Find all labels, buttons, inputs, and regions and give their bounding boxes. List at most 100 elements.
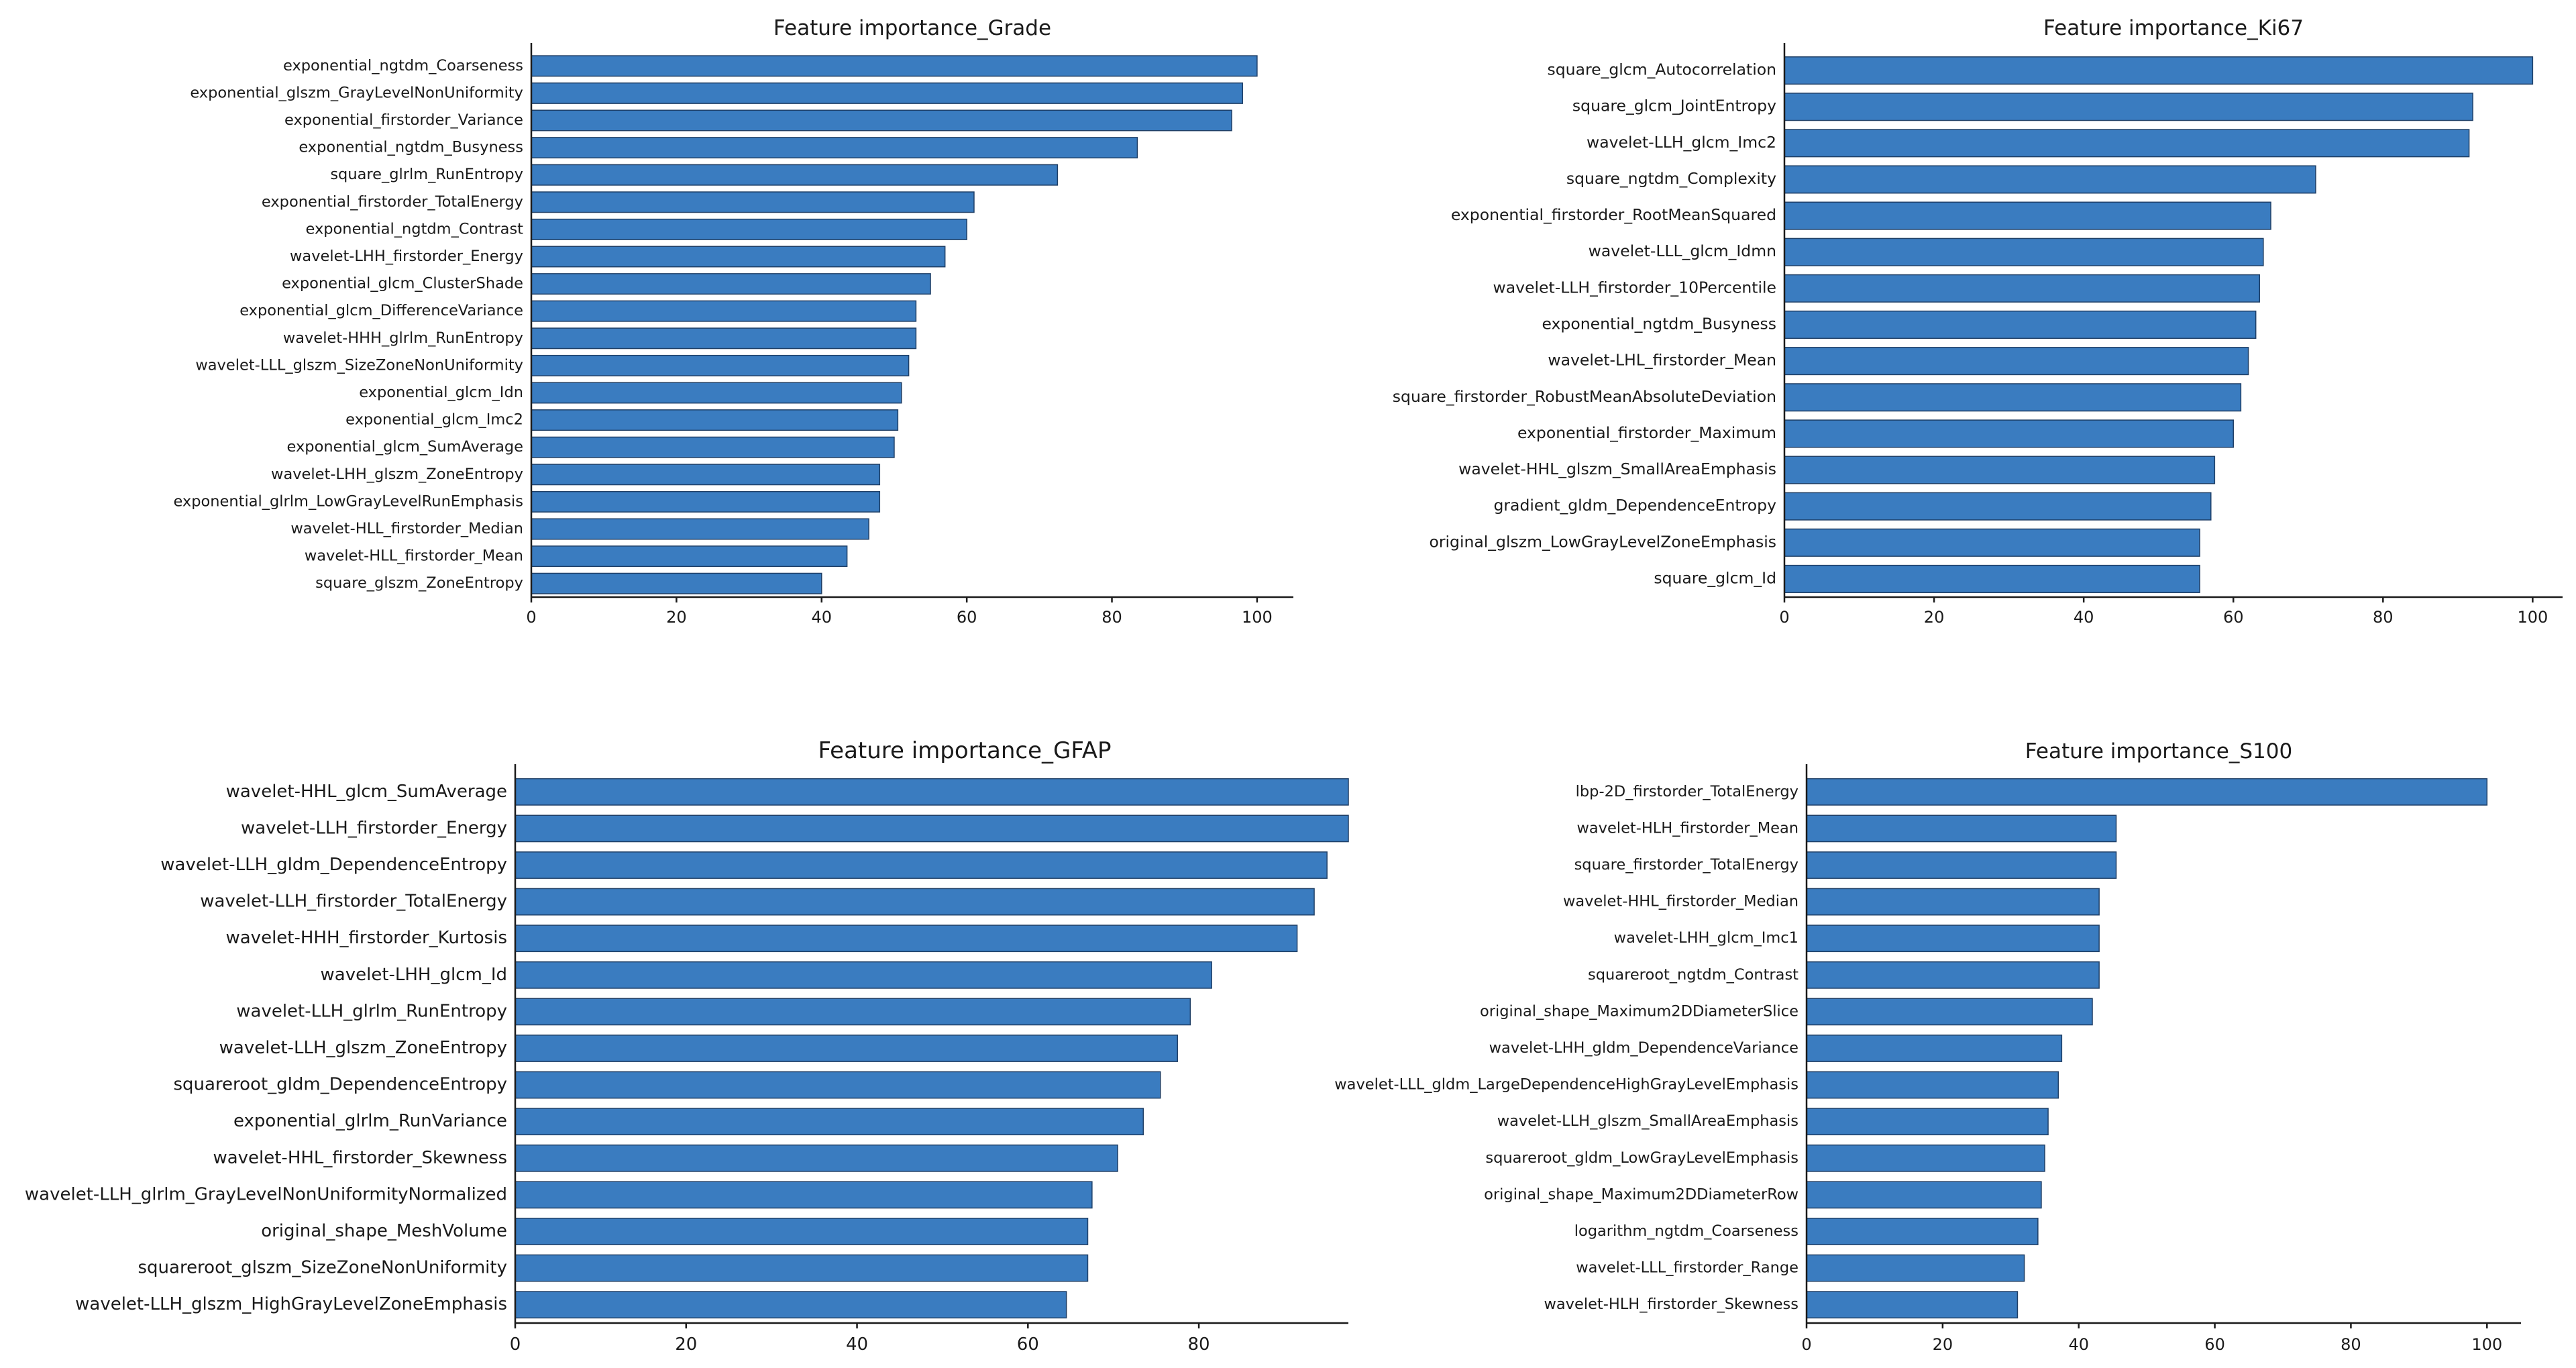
- bar: [1806, 814, 2117, 843]
- bar: [531, 382, 902, 404]
- feature-label: square_glcm_Autocorrelation: [1548, 60, 1776, 79]
- bar: [1784, 129, 2470, 158]
- bar: [1784, 419, 2234, 448]
- bar: [515, 925, 1298, 953]
- bar: [515, 1071, 1161, 1099]
- bar: [531, 55, 1258, 77]
- feature-label: wavelet-HHL_firstorder_Skewness: [213, 1148, 507, 1168]
- x-tick-label: 80: [2373, 608, 2394, 627]
- bar: [515, 888, 1315, 916]
- bar: [1806, 998, 2093, 1026]
- x-tick-label: 100: [2517, 608, 2548, 627]
- bar: [1784, 165, 2316, 194]
- feature-label: exponential_glcm_Imc2: [345, 411, 523, 429]
- feature-label: lbp-2D_firstorder_TotalEnergy: [1576, 783, 1799, 800]
- x-tick-label: 80: [1102, 608, 1122, 627]
- bar: [531, 545, 848, 568]
- feature-label: wavelet-HLH_firstorder_Mean: [1576, 819, 1799, 837]
- bar: [1784, 456, 2216, 484]
- chart-s100: Feature importance_S100 lbp-2D_firstorde…: [1334, 739, 2521, 1354]
- bar: [531, 490, 881, 513]
- bar: [1806, 1108, 2049, 1136]
- feature-label: wavelet-HLH_firstorder_Skewness: [1544, 1296, 1799, 1313]
- bar: [531, 300, 917, 322]
- x-tick-label: 20: [666, 608, 687, 627]
- bar: [1784, 347, 2249, 376]
- x-tick-label: 40: [846, 1334, 868, 1355]
- bar: [515, 1218, 1089, 1245]
- x-tick-label: 100: [2471, 1335, 2502, 1354]
- feature-label: wavelet-HLL_firstorder_Median: [290, 520, 523, 537]
- bar: [531, 137, 1138, 159]
- bar: [531, 164, 1059, 186]
- feature-label: wavelet-LLH_glcm_Imc2: [1587, 133, 1776, 152]
- feature-label: wavelet-LLL_firstorder_Range: [1576, 1259, 1799, 1277]
- feature-label: square_firstorder_TotalEnergy: [1574, 856, 1799, 874]
- feature-label: exponential_glszm_GrayLevelNonUniformity: [190, 84, 523, 101]
- feature-label: wavelet-LHH_glcm_Imc1: [1614, 929, 1799, 947]
- x-tick-label: 60: [1017, 1334, 1039, 1355]
- chart-title: Feature importance_GFAP: [818, 737, 1111, 764]
- bar: [1806, 1035, 2063, 1062]
- bar: [515, 1291, 1067, 1319]
- feature-label: wavelet-LLH_glszm_ZoneEntropy: [219, 1038, 507, 1058]
- feature-label: exponential_ngtdm_Contrast: [306, 220, 524, 238]
- bar: [531, 354, 910, 376]
- feature-label: wavelet-LLH_firstorder_TotalEnergy: [200, 892, 507, 912]
- bar: [531, 327, 917, 350]
- bar: [515, 814, 1349, 843]
- bar: [531, 464, 881, 486]
- bar: [1784, 274, 2261, 303]
- feature-label: square_glcm_Id: [1654, 568, 1776, 587]
- feature-label: squareroot_ngtdm_Contrast: [1588, 966, 1799, 984]
- bar: [1806, 1144, 2045, 1172]
- feature-label: squareroot_gldm_DependenceEntropy: [173, 1075, 507, 1095]
- bar: [1784, 238, 2264, 266]
- feature-label: exponential_glcm_SumAverage: [287, 438, 523, 456]
- feature-label: wavelet-LLH_glszm_HighGrayLevelZoneEmpha…: [75, 1294, 507, 1314]
- x-tick-label: 60: [957, 608, 977, 627]
- feature-label: exponential_firstorder_RootMeanSquared: [1451, 205, 1776, 224]
- bar: [515, 998, 1191, 1026]
- chart-ki67: Feature importance_Ki67 square_glcm_Auto…: [1393, 16, 2563, 627]
- feature-label: wavelet-HHL_firstorder_Median: [1563, 893, 1799, 910]
- feature-label: square_glcm_JointEntropy: [1572, 97, 1776, 115]
- feature-label: wavelet-LHH_glcm_Id: [321, 965, 507, 985]
- feature-label: exponential_glcm_ClusterShade: [282, 275, 523, 293]
- bar: [531, 82, 1244, 104]
- bar: [1806, 888, 2100, 916]
- bar: [1806, 778, 2488, 806]
- feature-label: exponential_ngtdm_Busyness: [1542, 315, 1776, 333]
- feature-label: exponential_firstorder_Maximum: [1517, 423, 1776, 442]
- bar: [531, 409, 899, 431]
- bar: [515, 778, 1349, 806]
- feature-label: original_glszm_LowGrayLevelZoneEmphasis: [1429, 532, 1776, 551]
- bar: [1784, 310, 2257, 339]
- feature-label: squareroot_glszm_SizeZoneNonUniformity: [138, 1258, 507, 1278]
- feature-label: exponential_glcm_Idn: [359, 384, 523, 401]
- chart-title: Feature importance_Ki67: [2043, 16, 2304, 40]
- chart-gfap: Feature importance_GFAP wavelet-HHL_glcm…: [25, 737, 1349, 1355]
- feature-label: squareroot_gldm_LowGrayLevelEmphasis: [1485, 1149, 1799, 1167]
- bar: [1806, 1218, 2039, 1245]
- bar: [531, 518, 869, 540]
- feature-label: wavelet-HHL_glcm_SumAverage: [226, 782, 507, 802]
- feature-label: square_ngtdm_Complexity: [1566, 169, 1776, 188]
- x-tick-label: 40: [2068, 1335, 2089, 1354]
- bar: [515, 851, 1328, 879]
- feature-label: exponential_glrlm_RunVariance: [233, 1111, 507, 1131]
- x-tick-label: 40: [2074, 608, 2094, 627]
- feature-label: original_shape_Maximum2DDiameterRow: [1484, 1186, 1799, 1203]
- feature-label: gradient_gldm_DependenceEntropy: [1493, 496, 1776, 515]
- x-tick-label: 80: [1188, 1334, 1210, 1355]
- bar: [515, 1144, 1118, 1172]
- feature-label: wavelet-HLL_firstorder_Mean: [305, 547, 523, 565]
- bar: [1784, 383, 2242, 412]
- feature-label: logarithm_ngtdm_Coarseness: [1574, 1222, 1799, 1240]
- bar: [515, 1035, 1178, 1062]
- x-tick-label: 40: [811, 608, 832, 627]
- feature-label: wavelet-HHH_firstorder_Kurtosis: [225, 928, 507, 948]
- x-tick-label: 20: [1933, 1335, 1953, 1354]
- bar: [1784, 564, 2200, 593]
